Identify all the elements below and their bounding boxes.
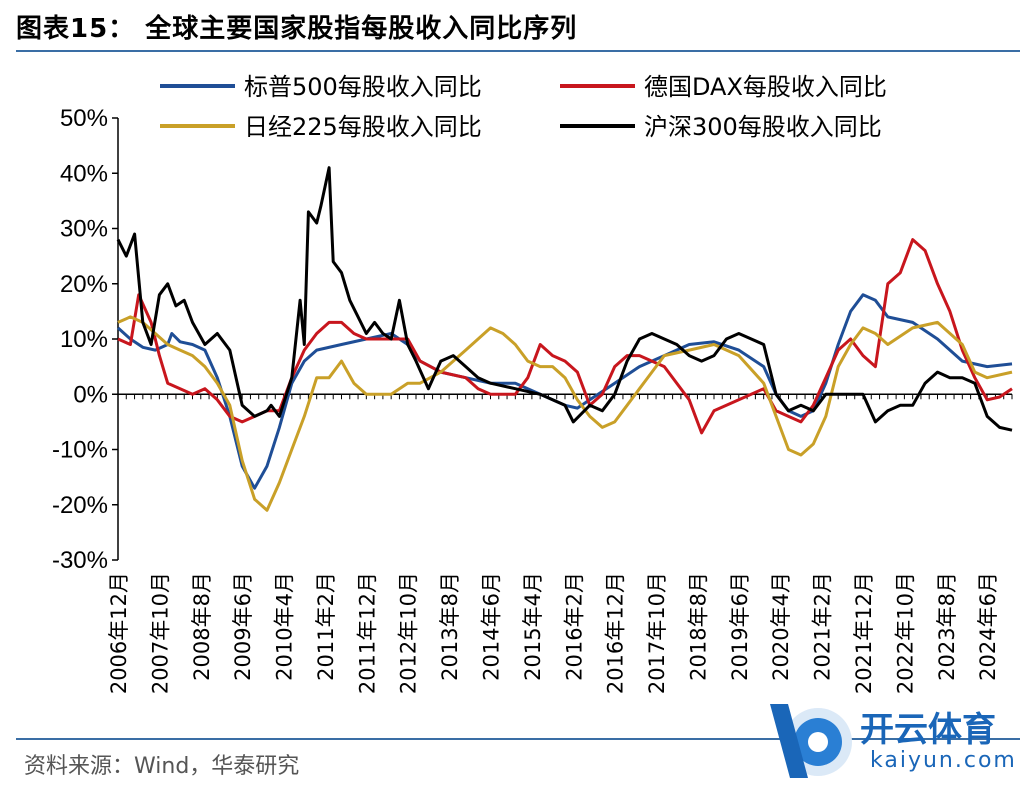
y-tick-label: -10% [52,437,108,464]
watermark-sub: kaiyun.com [870,748,1017,773]
legend-label: 德国DAX每股收入同比 [644,73,887,101]
y-tick-label: 0% [73,381,108,408]
x-tick-label: 2007年10月 [148,572,172,694]
series-line-1 [116,293,1013,490]
y-tick-label: 20% [60,271,108,298]
x-tick-label: 2015年4月 [521,572,545,681]
x-tick-label: 2017年10月 [645,572,669,694]
series-line-3 [117,315,1013,512]
x-tick-label: 2012年10月 [397,572,421,694]
x-tick-label: 2013年8月 [438,572,462,681]
x-tick-label: 2016年2月 [562,572,586,681]
y-tick-label: 30% [60,216,108,243]
x-tick-label: 2011年2月 [314,572,338,681]
bottom-rule [16,738,1020,740]
x-tick-label: 2021年2月 [811,572,835,681]
y-tick-label: -20% [52,492,108,519]
x-tick-label: 2022年10月 [893,572,917,694]
x-tick-label: 2018年8月 [686,572,710,681]
x-tick-label: 2009年6月 [231,572,255,681]
x-tick-label: 2006年12月 [107,572,131,694]
title-bar: 图表15： 全球主要国家股指每股收入同比序列 [0,0,1036,50]
x-tick-label: 2020年4月 [769,572,793,681]
watermark-text: 开云体育 [860,710,996,750]
x-tick-label: 2011年12月 [355,572,379,694]
chart-title: 图表15： 全球主要国家股指每股收入同比序列 [16,14,578,44]
x-tick-label: 2016年12月 [604,572,628,694]
y-tick-label: -30% [52,547,108,574]
x-tick-label: 2024年6月 [976,572,1000,681]
y-tick-label: 40% [60,160,108,187]
x-tick-label: 2014年6月 [480,572,504,681]
y-tick-label: 50% [60,105,108,132]
x-tick-label: 2021年12月 [852,572,876,694]
x-tick-label: 2019年6月 [728,572,752,681]
x-tick-label: 2010年4月 [273,572,297,681]
legend-label: 日经225每股收入同比 [244,113,482,141]
top-rule [16,50,1020,52]
source-note: 资料来源：Wind，华泰研究 [24,754,300,779]
x-tick-label: 2023年8月 [935,572,959,681]
kaiyun-logo-icon [770,704,852,778]
series-line-2 [117,238,1013,435]
x-tick-label: 2008年8月 [190,572,214,681]
legend-label: 标普500每股收入同比 [244,73,482,101]
series-line-4 [116,166,1013,432]
legend-label: 沪深300每股收入同比 [644,113,882,141]
y-tick-label: 10% [60,326,108,353]
